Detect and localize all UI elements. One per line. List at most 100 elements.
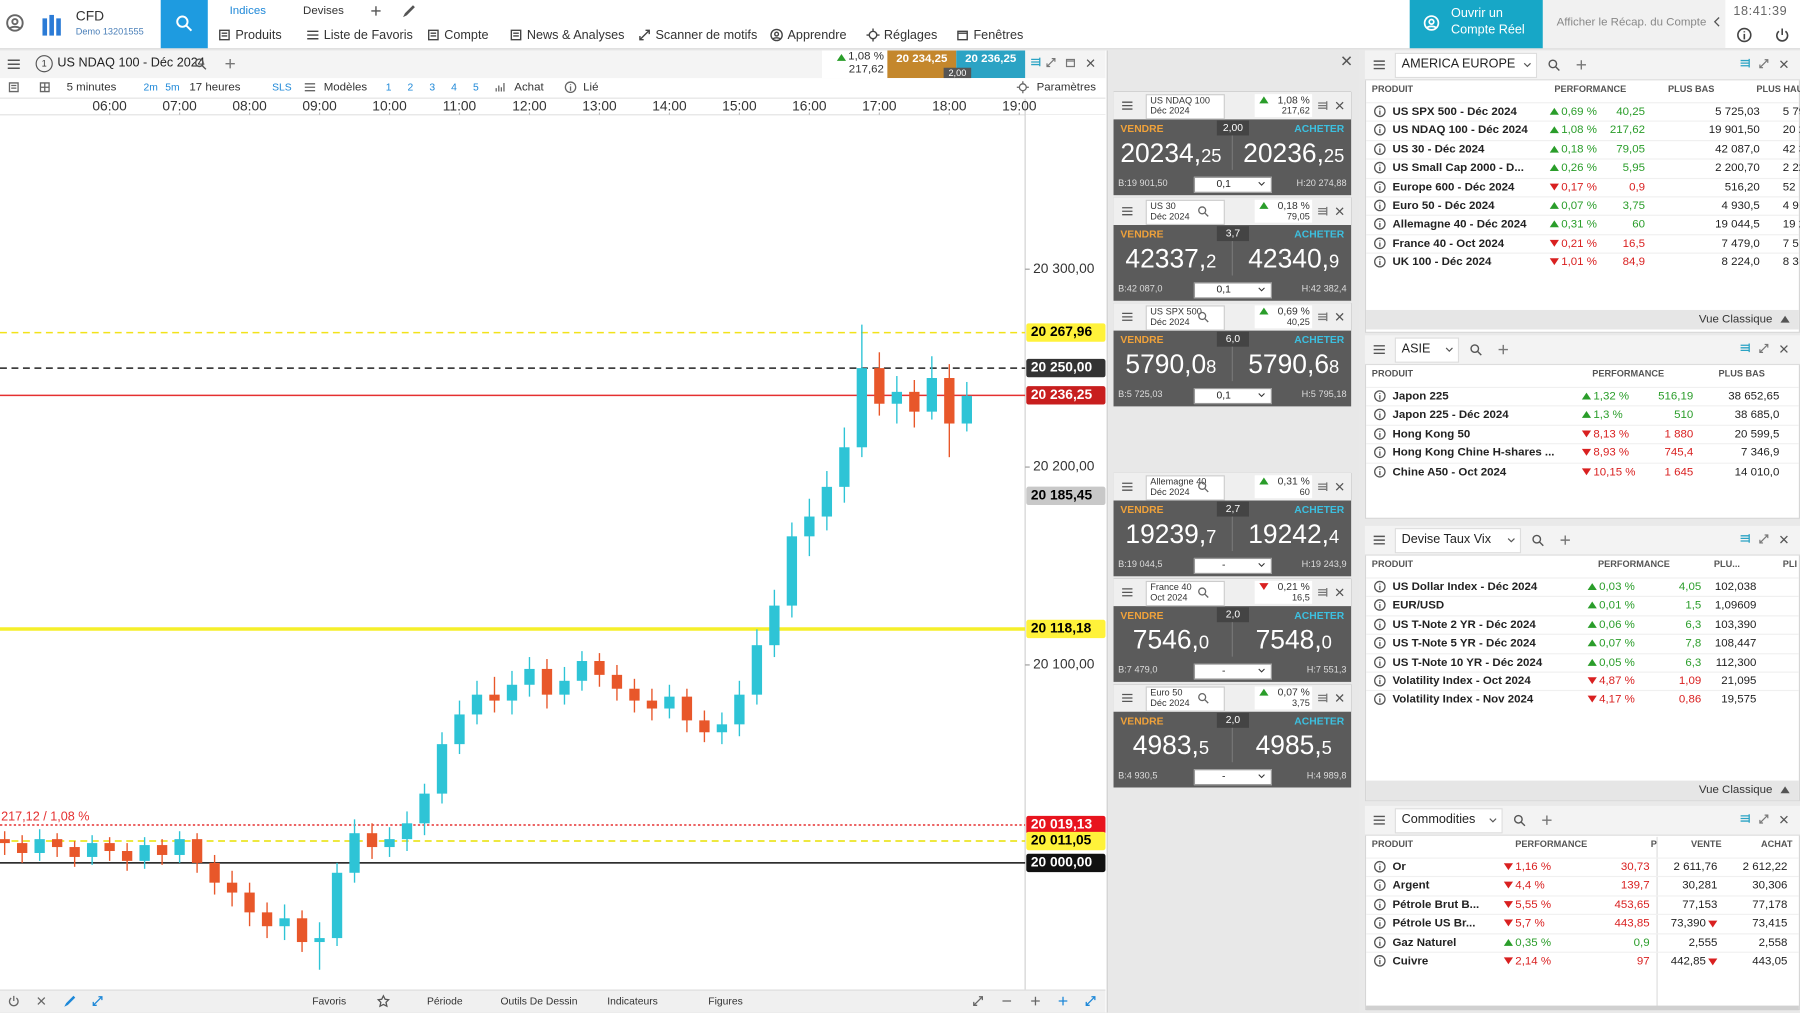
- classic-view[interactable]: Vue Classique: [1698, 313, 1773, 327]
- info-icon[interactable]: [1373, 464, 1387, 478]
- menu-item[interactable]: Apprendre: [787, 28, 847, 43]
- sell-label[interactable]: VENDRE: [1120, 503, 1164, 516]
- info-icon[interactable]: [1373, 935, 1387, 949]
- menu-item[interactable]: Liste de Favoris: [323, 28, 413, 43]
- menu-item[interactable]: Fenêtres: [973, 28, 1024, 43]
- stack-icon[interactable]: [1316, 480, 1330, 494]
- info-icon[interactable]: [1373, 879, 1387, 893]
- buy-price[interactable]: 4985,5: [1236, 728, 1351, 762]
- chev-icon[interactable]: [1256, 770, 1267, 781]
- info-icon[interactable]: [1373, 954, 1387, 968]
- product-name[interactable]: France 40 - Oct 2024: [1392, 237, 1505, 251]
- watchlist-row[interactable]: [1366, 102, 1799, 122]
- product-name[interactable]: Or: [1392, 860, 1406, 874]
- product-name[interactable]: Volatility Index - Oct 2024: [1392, 675, 1531, 688]
- watchlist-row[interactable]: [1366, 252, 1799, 273]
- info-icon[interactable]: [1373, 255, 1387, 269]
- column-header[interactable]: PERFORMANCE: [1592, 368, 1665, 379]
- watchlist-title[interactable]: Devise Taux Vix: [1401, 532, 1492, 547]
- product-name[interactable]: US Dollar Index - Déc 2024: [1392, 580, 1538, 594]
- watchlist-title[interactable]: AMERICA EUROPE: [1401, 57, 1516, 72]
- plus-icon[interactable]: [1539, 813, 1554, 828]
- open-account-text[interactable]: Ouvrir un: [1451, 6, 1503, 21]
- info-icon[interactable]: [1373, 236, 1387, 250]
- buy-label[interactable]: ACHETER: [1294, 228, 1345, 240]
- sell-price[interactable]: 7546,0: [1114, 622, 1229, 656]
- close-icon[interactable]: [1084, 56, 1098, 70]
- column-header[interactable]: PRODUIT: [1371, 83, 1414, 95]
- sell-label[interactable]: VENDRE: [1120, 228, 1164, 240]
- bottom-tab[interactable]: Figures: [708, 995, 743, 1007]
- minus-icon[interactable]: [1000, 994, 1014, 1008]
- watchlist-row[interactable]: [1366, 857, 1799, 878]
- column-header[interactable]: PERFORMANCE: [1554, 83, 1627, 95]
- watchlist-row[interactable]: [1366, 386, 1799, 407]
- watchlist-row[interactable]: [1366, 951, 1799, 972]
- info-icon[interactable]: [1373, 446, 1387, 460]
- power-icon[interactable]: [7, 994, 21, 1008]
- column-header[interactable]: PLUS BAS: [1718, 368, 1765, 379]
- product-name[interactable]: US T-Note 5 YR - Déc 2024: [1392, 637, 1536, 650]
- quantity[interactable]: -: [1222, 559, 1226, 571]
- buy-label[interactable]: ACHETER: [1294, 122, 1345, 135]
- menu-icon[interactable]: [1120, 585, 1134, 599]
- close-icon[interactable]: [34, 994, 48, 1008]
- sell-price[interactable]: 42337,2: [1114, 241, 1229, 275]
- stack-icon[interactable]: [1738, 56, 1752, 70]
- quantity[interactable]: 0,1: [1216, 389, 1231, 401]
- quantity[interactable]: 0,1: [1216, 283, 1231, 296]
- info-icon[interactable]: [1373, 123, 1387, 137]
- column-header[interactable]: PLU...: [1713, 559, 1740, 570]
- menu-item[interactable]: Scanner de motifs: [655, 28, 758, 43]
- info-icon[interactable]: [1373, 389, 1387, 403]
- search-icon[interactable]: [1468, 342, 1483, 357]
- layout-number[interactable]: 5: [472, 81, 479, 93]
- search-icon[interactable]: [1196, 310, 1210, 324]
- product-name[interactable]: US T-Note 2 YR - Déc 2024: [1392, 618, 1536, 632]
- search-icon[interactable]: [1512, 813, 1527, 828]
- interval-shortcut[interactable]: 2m: [143, 81, 158, 93]
- product-name[interactable]: Europe 600 - Déc 2024: [1392, 180, 1515, 194]
- expand-icon[interactable]: [1758, 533, 1771, 546]
- close-icon[interactable]: [1333, 99, 1347, 113]
- watchlist-row[interactable]: [1366, 405, 1799, 426]
- watchlist-row[interactable]: [1366, 671, 1799, 692]
- chev-icon[interactable]: [1256, 665, 1267, 676]
- linked[interactable]: Lié: [583, 81, 599, 95]
- stack-icon[interactable]: [1316, 99, 1330, 113]
- layout-number[interactable]: 3: [429, 81, 436, 93]
- product-name[interactable]: Cuivre: [1392, 955, 1429, 968]
- plus-icon[interactable]: [1496, 342, 1511, 357]
- menu-icon[interactable]: [1120, 310, 1134, 324]
- info-icon[interactable]: [1373, 161, 1387, 175]
- buy-label[interactable]: ACHETER: [1294, 334, 1345, 346]
- watchlist-row[interactable]: [1366, 139, 1799, 160]
- watchlist-row[interactable]: [1366, 233, 1799, 254]
- bottom-tab[interactable]: Favoris: [312, 995, 347, 1007]
- product-name[interactable]: Japon 225 - Déc 2024: [1392, 409, 1509, 422]
- info-icon[interactable]: [1373, 655, 1387, 669]
- info-icon[interactable]: [1373, 897, 1387, 911]
- product-name[interactable]: US Small Cap 2000 - D...: [1392, 162, 1524, 175]
- close-icon[interactable]: [1333, 204, 1347, 218]
- menu-icon[interactable]: [1372, 813, 1387, 828]
- plus-icon[interactable]: [1558, 533, 1573, 548]
- watchlist-row[interactable]: [1366, 120, 1799, 141]
- stack-icon[interactable]: [1316, 204, 1330, 218]
- win-icon[interactable]: [1064, 56, 1077, 69]
- info-icon[interactable]: [1373, 617, 1387, 631]
- menu-icon[interactable]: [1120, 480, 1134, 494]
- search-icon[interactable]: [1196, 585, 1210, 599]
- buy-label[interactable]: ACHETER: [1294, 503, 1345, 516]
- watchlist-row[interactable]: [1366, 196, 1799, 216]
- watchlist-row[interactable]: [1366, 690, 1799, 710]
- info-icon[interactable]: [1373, 693, 1387, 707]
- watchlist-title[interactable]: ASIE: [1401, 342, 1431, 356]
- watchlist-row[interactable]: [1366, 633, 1799, 654]
- chev-icon[interactable]: [1505, 534, 1518, 547]
- plus-icon[interactable]: [223, 56, 238, 71]
- column-header[interactable]: PLUS HAU: [1756, 83, 1800, 95]
- product-name[interactable]: US NDAQ 100 - Déc 2024: [1392, 124, 1528, 138]
- info-icon[interactable]: [1373, 217, 1387, 231]
- info-icon[interactable]: [1373, 427, 1387, 441]
